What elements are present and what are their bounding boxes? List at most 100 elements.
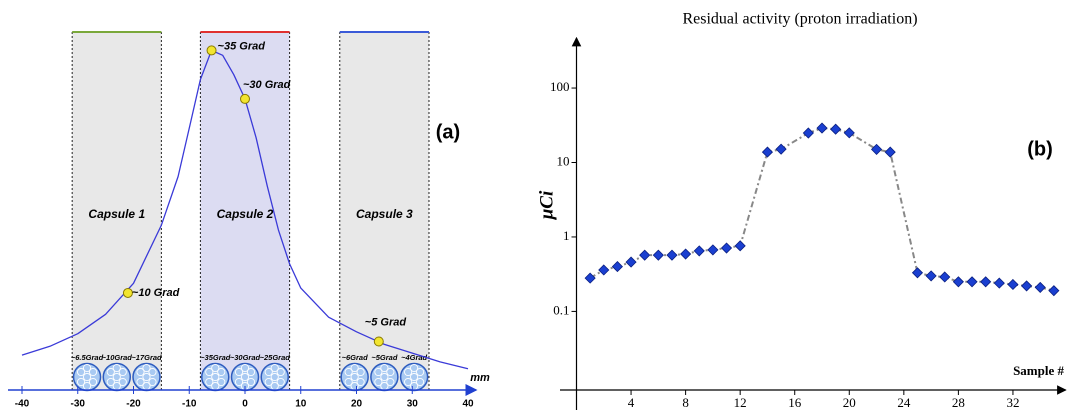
- sample-label: ~30Grad: [230, 353, 261, 362]
- sample-disk: [260, 362, 289, 392]
- panel-label: (b): [1027, 138, 1053, 160]
- sample-grain: [136, 367, 145, 377]
- sample-grain: [344, 367, 353, 377]
- x-tick-label: -10: [182, 399, 197, 410]
- x-tick-label: 40: [462, 399, 474, 410]
- x-tick-label: -40: [15, 399, 30, 410]
- sample-grain: [416, 377, 425, 387]
- x-tick-label: 8: [682, 395, 689, 410]
- sample-grain: [356, 377, 365, 387]
- x-tick-label: -30: [71, 399, 86, 410]
- sample-grain: [142, 372, 151, 382]
- sample-disk: [399, 362, 429, 392]
- data-point: [980, 276, 992, 288]
- panel-a: Capsule 1 ~6.5Grad~10Grad ~17Grad Capsule 2…: [8, 31, 490, 410]
- x-axis-label: Sample #: [1013, 363, 1064, 378]
- sample-grain: [217, 377, 226, 387]
- data-point: [707, 244, 719, 256]
- marker-point: [240, 93, 250, 104]
- capsule-label: Capsule 3: [356, 207, 413, 221]
- x-tick-label: 20: [843, 395, 856, 410]
- data-point: [693, 245, 705, 257]
- data-point: [966, 276, 978, 288]
- sample-grain: [88, 377, 98, 387]
- marker-label: ~10 Grad: [132, 287, 180, 299]
- marker-label: ~35 Grad: [218, 40, 266, 52]
- sample-grain: [404, 377, 413, 387]
- y-tick-label: 10: [557, 153, 570, 168]
- sample-grain: [270, 363, 279, 373]
- marker-point: [206, 45, 217, 56]
- sample-grain: [344, 377, 353, 387]
- sample-grain: [270, 372, 279, 382]
- data-point: [1007, 278, 1019, 291]
- sample-grain: [240, 363, 250, 373]
- sample-grain: [374, 367, 383, 377]
- data-point: [639, 249, 651, 261]
- data-point: [843, 127, 855, 139]
- series-line: [589, 127, 1055, 292]
- sample-grain: [276, 367, 285, 377]
- panel-label: (a): [436, 121, 460, 143]
- data-point: [911, 267, 924, 279]
- data-point: [939, 271, 951, 283]
- x-tick-label: 24: [897, 395, 911, 410]
- capsule: [200, 32, 290, 390]
- x-tick-label: 16: [788, 395, 802, 410]
- y-tick-label: 0.1: [553, 302, 569, 317]
- marker-label: ~30 Grad: [243, 79, 291, 91]
- sample-grain: [386, 367, 395, 377]
- chart-title: Residual activity (proton irradiation): [682, 11, 917, 28]
- sample-grain: [217, 367, 226, 377]
- data-point: [816, 122, 828, 134]
- sample-grain: [264, 367, 273, 377]
- sample-grain: [410, 372, 419, 382]
- sample-label: ~6.5Grad: [71, 353, 104, 362]
- sample-disk: [370, 362, 399, 392]
- data-point: [720, 242, 733, 254]
- data-point: [611, 261, 623, 273]
- sample-label: ~4Grad: [401, 353, 427, 362]
- sample-grain: [76, 367, 86, 377]
- sample-grain: [142, 363, 151, 373]
- data-point: [734, 240, 746, 252]
- marker-label: ~5 Grad: [365, 316, 407, 328]
- x-tick-label: 28: [952, 395, 965, 410]
- x-tick-label: 20: [351, 399, 363, 410]
- x-tick-label: 10: [295, 399, 307, 410]
- sample-label: ~5Grad: [371, 353, 397, 362]
- y-tick-label: 1: [563, 228, 570, 243]
- sample-grain: [276, 377, 285, 387]
- data-point: [993, 277, 1005, 289]
- data-point: [598, 264, 610, 276]
- y-axis-label: μCi: [536, 190, 557, 220]
- x-tick-label: 32: [1006, 395, 1019, 410]
- data-point: [666, 249, 678, 261]
- sample-grain: [106, 367, 115, 377]
- sample-grain: [234, 377, 244, 387]
- sample-grain: [264, 377, 273, 387]
- data-point: [1048, 285, 1060, 297]
- data-point: [761, 146, 774, 158]
- sample-grain: [211, 372, 220, 382]
- sample-grain: [148, 367, 157, 377]
- sample-grain: [112, 363, 121, 373]
- sample-grain: [350, 372, 359, 382]
- sample-grain: [106, 377, 115, 387]
- x-tick-label: 4: [628, 395, 635, 410]
- capsule-label: Capsule 1: [88, 207, 145, 221]
- sample-grain: [211, 363, 220, 373]
- data-point: [830, 123, 842, 135]
- sample-label: ~25Grad: [260, 353, 291, 362]
- sample-grain: [82, 372, 92, 382]
- sample-grain: [205, 377, 214, 387]
- x-axis-label: mm: [470, 372, 490, 384]
- sample-grain: [118, 367, 127, 377]
- sample-disk: [201, 362, 230, 392]
- sample-grain: [148, 377, 157, 387]
- data-point: [1034, 281, 1046, 293]
- data-point: [680, 248, 692, 260]
- y-tick-label: 100: [550, 79, 570, 94]
- data-point: [802, 127, 814, 139]
- marker-point: [122, 287, 133, 298]
